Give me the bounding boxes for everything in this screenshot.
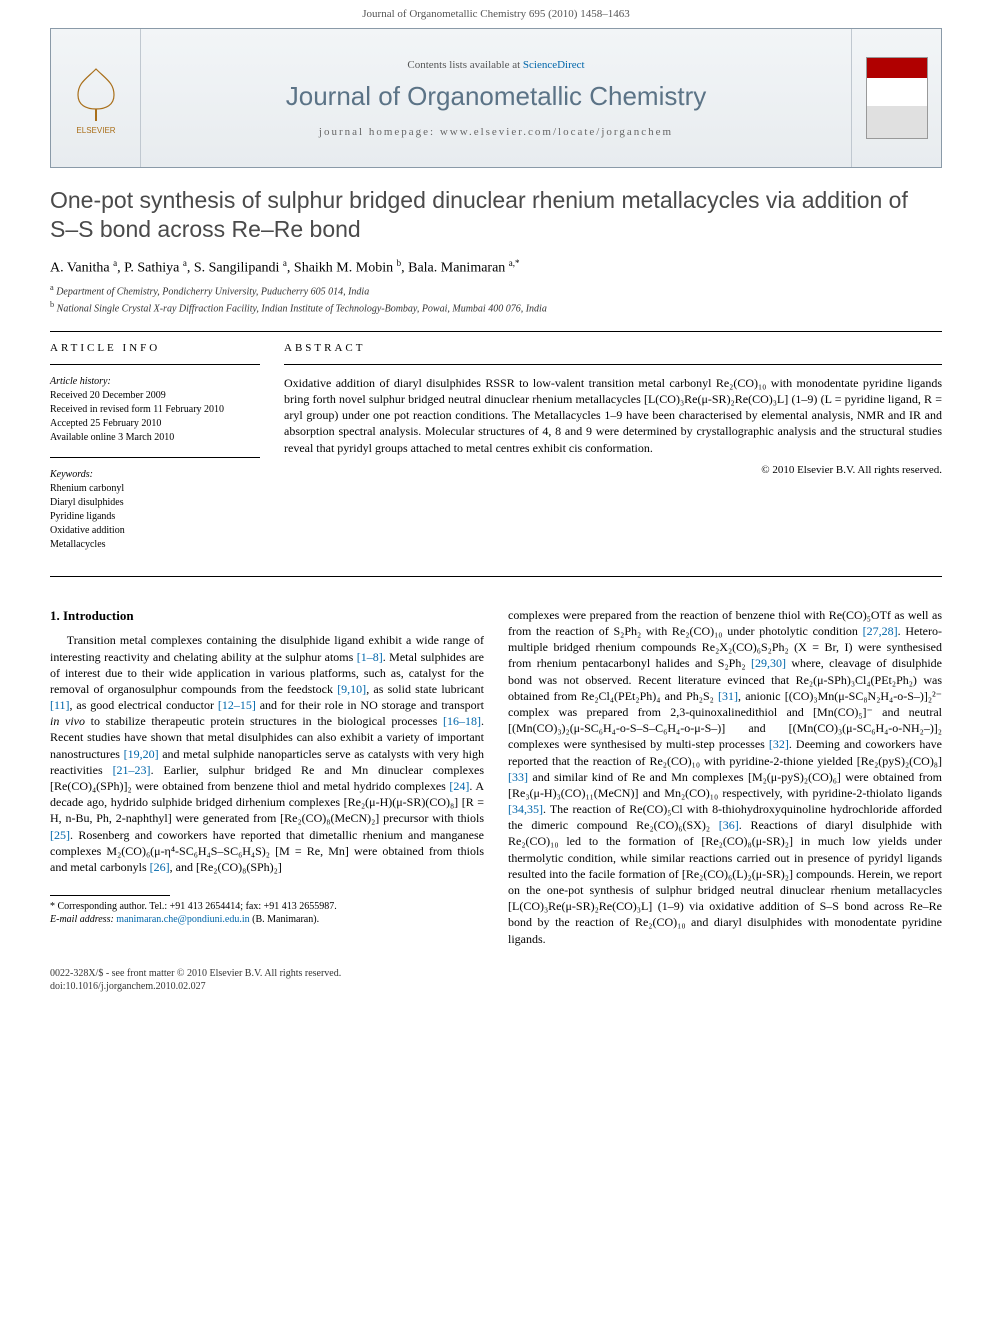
footnote-line: E-mail address: manimaran.che@pondiuni.e… [50, 913, 484, 926]
sciencedirect-link[interactable]: ScienceDirect [523, 59, 585, 71]
divider [50, 457, 260, 458]
article-history: Article history: Received 20 December 20… [50, 375, 260, 445]
keywords-label: Keywords: [50, 468, 260, 482]
history-line: Received 20 December 2009 [50, 389, 260, 403]
email-tail: (B. Manimaran). [252, 914, 319, 925]
keyword: Oxidative addition [50, 524, 260, 538]
abstract-column: ABSTRACT Oxidative addition of diaryl di… [284, 342, 942, 564]
history-line: Available online 3 March 2010 [50, 431, 260, 445]
history-line: Accepted 25 February 2010 [50, 417, 260, 431]
article-info-column: ARTICLE INFO Article history: Received 2… [50, 342, 260, 564]
corresponding-footnote: * Corresponding author. Tel.: +91 413 26… [50, 900, 484, 926]
divider [50, 331, 942, 332]
body-paragraph: complexes were prepared from the reactio… [508, 607, 942, 947]
contents-prefix: Contents lists available at [407, 59, 522, 71]
abstract-heading: ABSTRACT [284, 342, 942, 354]
body-two-column: 1. Introduction Transition metal complex… [50, 607, 942, 947]
authors: A. Vanitha a, P. Sathiya a, S. Sangilipa… [50, 258, 942, 277]
divider [284, 364, 942, 365]
history-label: Article history: [50, 375, 260, 389]
article: One-pot synthesis of sulphur bridged din… [0, 186, 992, 947]
footer-line: doi:10.1016/j.jorganchem.2010.02.027 [50, 980, 942, 993]
email-link[interactable]: manimaran.che@pondiuni.edu.in [116, 914, 249, 925]
keyword: Metallacycles [50, 538, 260, 552]
affiliation: a Department of Chemistry, Pondicherry U… [50, 282, 942, 299]
journal-cover-icon [866, 57, 928, 139]
divider [50, 364, 260, 365]
keywords-block: Keywords: Rhenium carbonyl Diaryl disulp… [50, 468, 260, 552]
history-line: Received in revised form 11 February 201… [50, 403, 260, 417]
publisher-logo-box: ELSEVIER [51, 29, 141, 167]
masthead-center: Contents lists available at ScienceDirec… [141, 29, 851, 167]
publisher-label: ELSEVIER [76, 126, 115, 135]
info-abstract-row: ARTICLE INFO Article history: Received 2… [50, 342, 942, 564]
article-title: One-pot synthesis of sulphur bridged din… [50, 186, 942, 244]
contents-available-line: Contents lists available at ScienceDirec… [407, 59, 584, 71]
affiliation: b National Single Crystal X-ray Diffract… [50, 299, 942, 316]
body-paragraph: Transition metal complexes containing th… [50, 632, 484, 875]
section-heading: 1. Introduction [50, 607, 484, 625]
divider [50, 576, 942, 577]
footer-line: 0022-328X/$ - see front matter © 2010 El… [50, 967, 942, 980]
email-label: E-mail address: [50, 914, 114, 925]
elsevier-tree-icon: ELSEVIER [66, 61, 126, 136]
journal-name: Journal of Organometallic Chemistry [286, 81, 707, 112]
abstract-copyright: © 2010 Elsevier B.V. All rights reserved… [284, 464, 942, 476]
running-head: Journal of Organometallic Chemistry 695 … [0, 0, 992, 24]
page-footer: 0022-328X/$ - see front matter © 2010 El… [0, 961, 992, 1007]
keyword: Pyridine ligands [50, 510, 260, 524]
abstract-text: Oxidative addition of diaryl disulphides… [284, 375, 942, 456]
affiliations: a Department of Chemistry, Pondicherry U… [50, 282, 942, 317]
keyword: Diaryl disulphides [50, 496, 260, 510]
footnote-rule [50, 895, 170, 896]
journal-cover-box [851, 29, 941, 167]
footnote-line: * Corresponding author. Tel.: +91 413 26… [50, 900, 484, 913]
journal-homepage: journal homepage: www.elsevier.com/locat… [319, 126, 673, 138]
keyword: Rhenium carbonyl [50, 482, 260, 496]
article-info-heading: ARTICLE INFO [50, 342, 260, 354]
masthead: ELSEVIER Contents lists available at Sci… [50, 28, 942, 168]
